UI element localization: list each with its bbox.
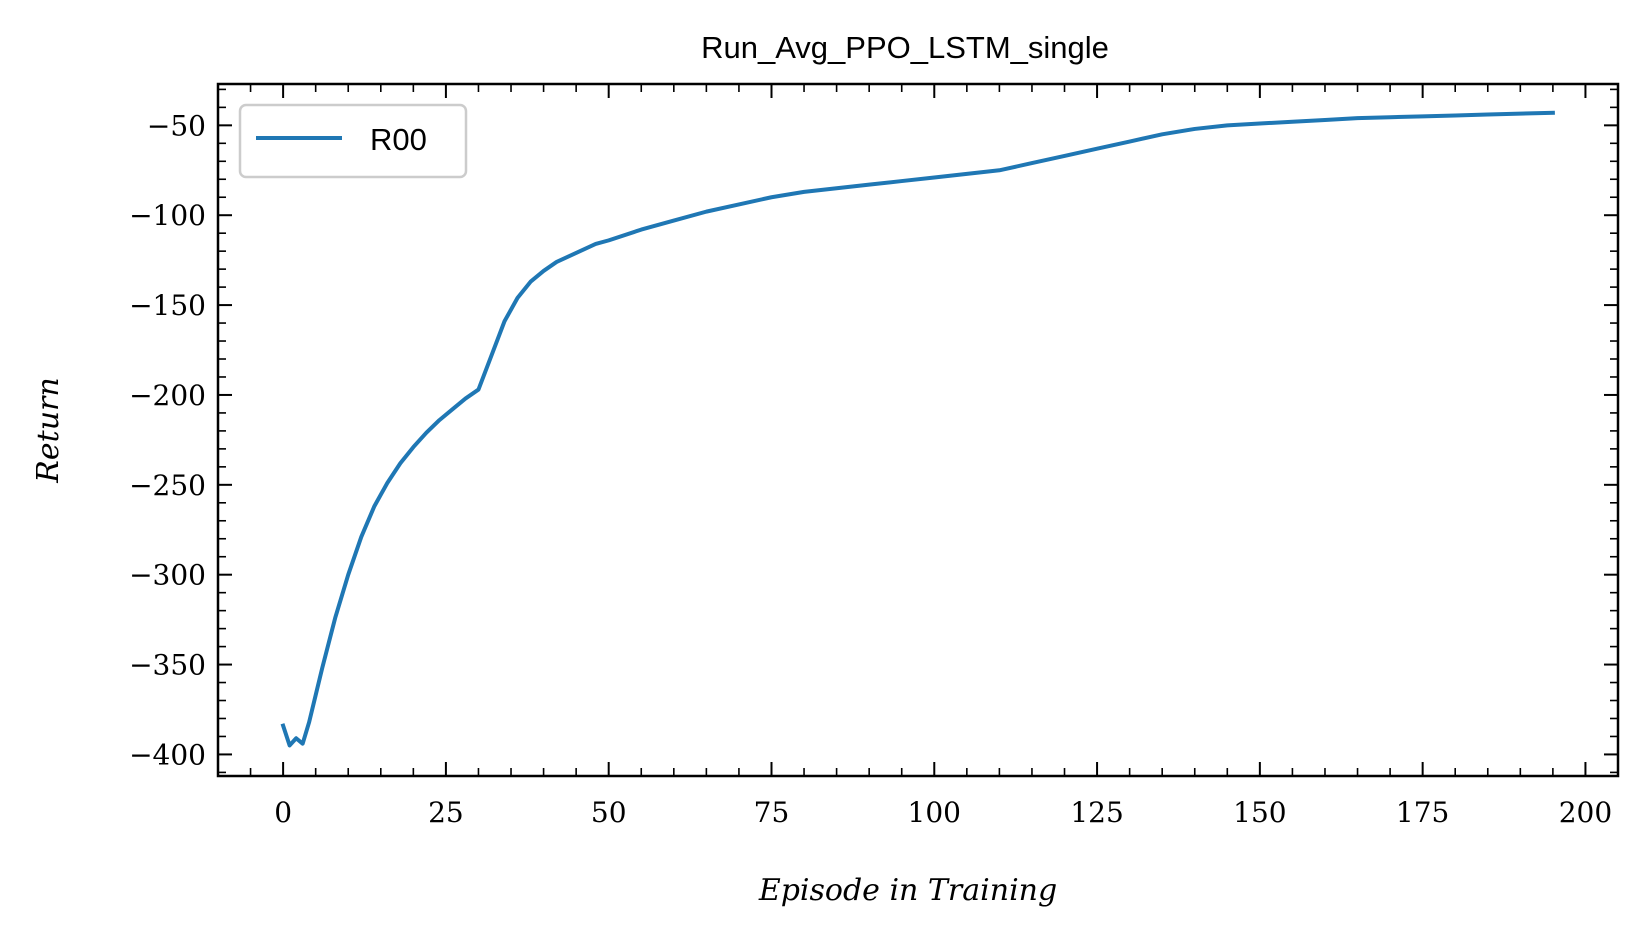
y-tick-label: −100 <box>129 199 206 232</box>
axis-ticks: 0 25 50 75 100 125 150 175 200 −50 −100 −150 −200 −25… <box>129 84 1619 829</box>
x-tick-label: 50 <box>591 796 627 829</box>
legend: R00 <box>238 103 468 179</box>
chart-title: Run_Avg_PPO_LSTM_single <box>701 30 1109 65</box>
series-line-r00 <box>280 110 1555 748</box>
y-tick-label: −200 <box>129 379 206 412</box>
y-tick-label: −50 <box>147 109 206 142</box>
x-tick-label: 175 <box>1396 796 1449 829</box>
legend-box <box>238 103 468 179</box>
y-axis-label: Return <box>31 377 66 483</box>
x-tick-label: 25 <box>428 796 464 829</box>
x-tick-label: 75 <box>754 796 790 829</box>
x-tick-label: 125 <box>1070 796 1123 829</box>
x-tick-label: 0 <box>274 796 292 829</box>
plot-area <box>280 110 1555 748</box>
y-tick-label: −350 <box>129 649 206 682</box>
x-tick-label: 100 <box>908 796 961 829</box>
axes-frame <box>216 82 1620 778</box>
y-tick-label: −400 <box>129 738 206 771</box>
x-axis-label: Episode in Training <box>758 873 1057 908</box>
y-tick-label: −300 <box>129 559 206 592</box>
legend-series-label: R00 <box>370 122 427 157</box>
x-tick-label: 200 <box>1559 796 1612 829</box>
x-tick-label: 150 <box>1233 796 1286 829</box>
y-tick-label: −150 <box>129 289 206 322</box>
y-tick-label: −250 <box>129 469 206 502</box>
